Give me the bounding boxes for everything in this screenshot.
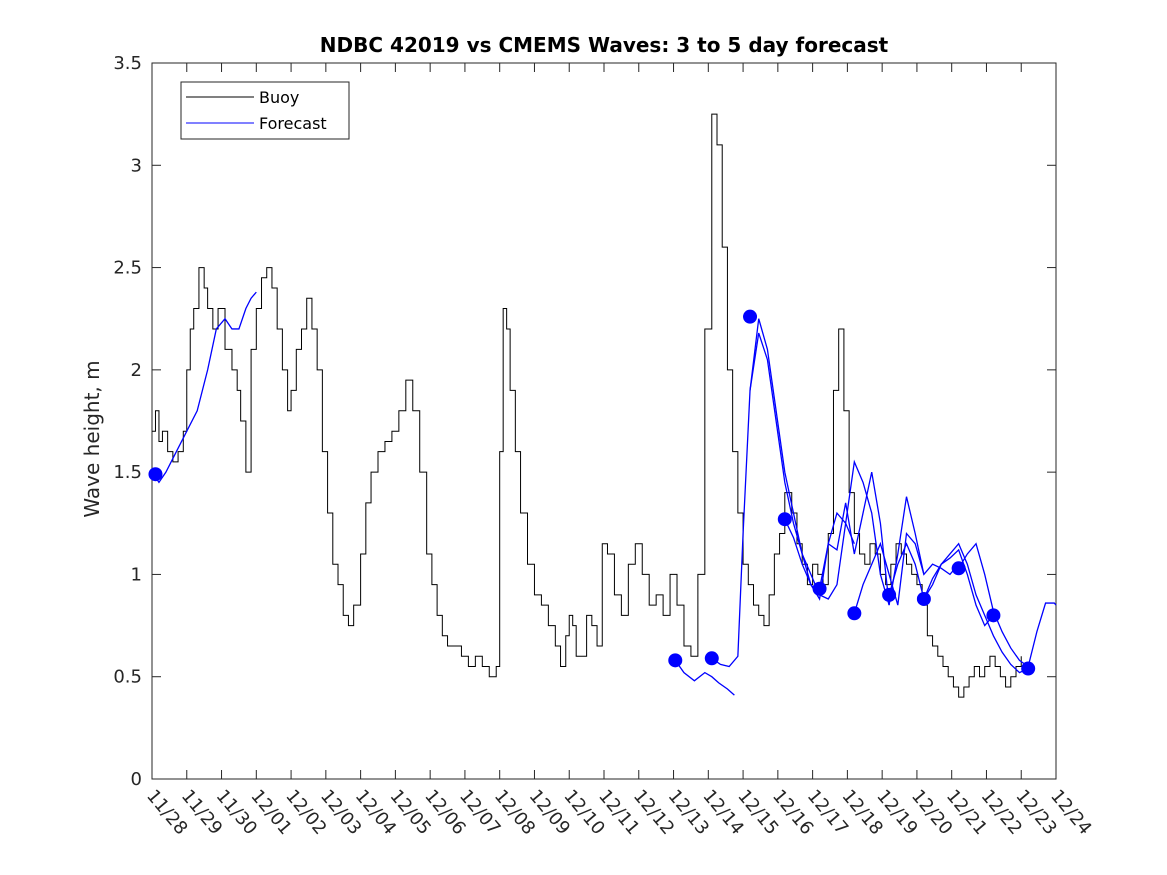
legend-forecast-label: Forecast bbox=[259, 114, 327, 133]
y-tick-label: 2.5 bbox=[113, 258, 142, 279]
series-layer bbox=[151, 113, 1057, 698]
forecast-series-line bbox=[958, 542, 1057, 668]
legend-buoy-label: Buoy bbox=[259, 88, 299, 107]
forecast-marker bbox=[704, 651, 719, 666]
forecast-marker bbox=[743, 309, 758, 324]
y-tick-label: 1 bbox=[131, 564, 142, 585]
forecast-marker bbox=[916, 591, 931, 606]
forecast-series-line bbox=[853, 531, 960, 614]
forecast-marker bbox=[986, 608, 1001, 623]
forecast-marker bbox=[847, 606, 862, 621]
forecast-marker bbox=[812, 581, 827, 596]
forecast-marker bbox=[882, 587, 897, 602]
forecast-series-line bbox=[784, 472, 890, 606]
forecast-markers bbox=[148, 309, 1036, 676]
chart-title: NDBC 42019 vs CMEMS Waves: 3 to 5 day fo… bbox=[320, 33, 889, 57]
forecast-series-line bbox=[818, 459, 925, 606]
y-tick-label: 2 bbox=[131, 360, 142, 381]
legend-box bbox=[180, 81, 350, 140]
y-tick-label: 0 bbox=[131, 769, 142, 790]
forecast-series-line bbox=[674, 659, 735, 696]
legend: Buoy Forecast bbox=[180, 81, 350, 140]
forecast-marker bbox=[148, 467, 163, 482]
forecast-series-line bbox=[923, 542, 1029, 674]
forecast-marker bbox=[951, 561, 966, 576]
y-tick-label: 3.5 bbox=[113, 53, 142, 74]
forecast-marker bbox=[668, 653, 683, 668]
plot-area bbox=[151, 62, 1057, 780]
y-axis-ticks: 0 0.5 1 1.5 2 2.5 3 3.5 bbox=[113, 53, 1056, 790]
y-tick-label: 3 bbox=[131, 155, 142, 176]
forecast-marker bbox=[1021, 661, 1036, 676]
y-tick-label: 1.5 bbox=[113, 462, 142, 483]
y-tick-label: 0.5 bbox=[113, 667, 142, 688]
y-axis-label: Wave height, m bbox=[80, 360, 104, 517]
forecast-series-line bbox=[749, 332, 855, 600]
forecast-series-line bbox=[151, 291, 257, 484]
forecast-marker bbox=[777, 512, 792, 527]
